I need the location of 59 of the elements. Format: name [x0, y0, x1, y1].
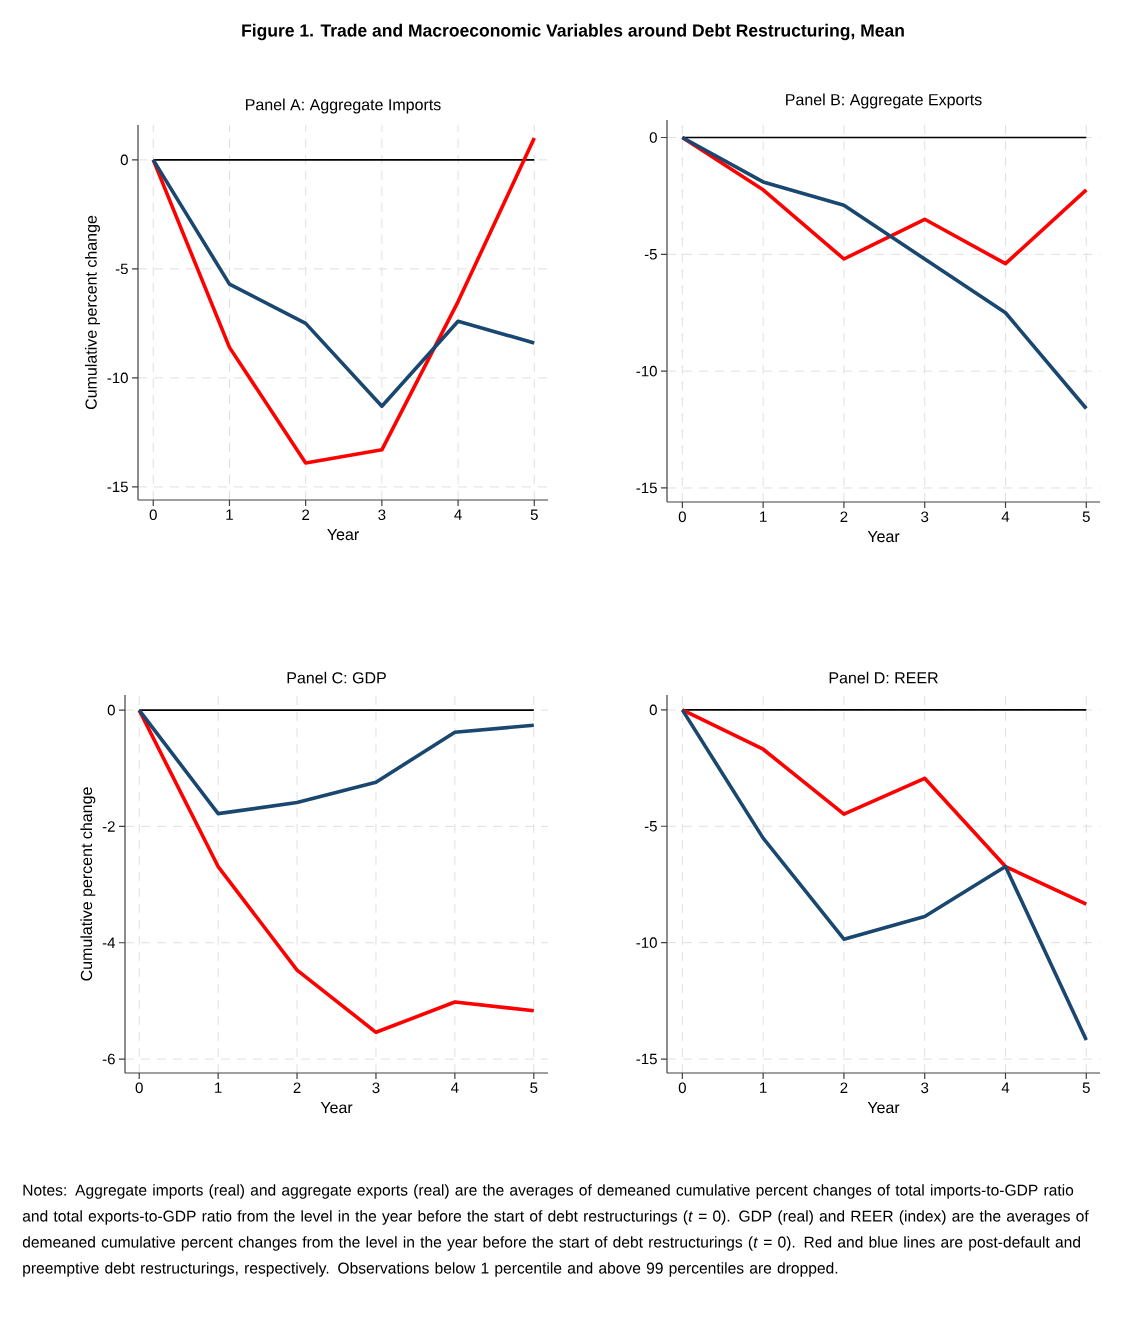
x-tick-label: 5	[1082, 1082, 1090, 1093]
x-tick-label: 1	[226, 509, 233, 520]
x-axis-title: Year	[867, 1101, 900, 1114]
x-tick-label: 0	[135, 1082, 143, 1094]
y-axis-title: Cumulative percent change	[85, 215, 100, 410]
caption: Figure 1. Trade and Macroeconomic Variables around Debt Restructuring, Mean	[242, 23, 904, 41]
x-tick-label: 4	[454, 509, 462, 520]
chart-title: Panel A: Aggregate Imports	[246, 98, 441, 114]
y-tick-label: -2	[102, 821, 115, 832]
x-tick-label: 2	[840, 511, 848, 522]
x-tick-label: 5	[530, 1082, 538, 1093]
x-tick-label: 4	[451, 1082, 459, 1093]
x-tick-label: 5	[530, 509, 538, 520]
line-series	[151, 158, 537, 409]
x-tick-label: 2	[840, 1082, 848, 1093]
text: Notes: Aggregate imports (real) and aggregate exports (real) are the averages of demeaned cumulative percent changes of total imports-to-GDP ratio and total exports-to-GDP ratio from the level in the year before the start of debt restructurings (t = 0). GDP (real) and REER (index) are the averages of demeaned cumulative percent changes from the level in the year before the start of debt restructurings (t = 0). Red and blue lines are post-default and preemptive debt restructurings, respectively. Observations below 1 percentile and above 99 percentiles are dropped.	[22, 1184, 1089, 1277]
x-tick-label: 3	[921, 511, 929, 523]
line-series	[137, 708, 536, 816]
x-tick-label: 4	[1001, 1082, 1010, 1093]
line-series	[151, 136, 537, 465]
y-tick-label: -10	[107, 372, 128, 384]
x-tick-label: 0	[149, 509, 157, 521]
chart-title: Panel B: Aggregate Exports	[786, 93, 982, 109]
y-tick-label: 0	[649, 132, 657, 143]
y-tick-label: -10	[636, 365, 657, 377]
x-tick-label: 0	[678, 1082, 686, 1094]
x-tick-label: 5	[1082, 511, 1090, 522]
line-series	[680, 708, 1089, 1042]
chart-title: Panel D: REER	[829, 671, 938, 684]
x-tick-label: 1	[760, 1082, 767, 1093]
y-tick-label: -15	[636, 1053, 657, 1065]
x-tick-label: 1	[760, 511, 767, 522]
x-tick-label: 1	[215, 1082, 222, 1093]
line-series	[680, 135, 1089, 411]
y-tick-label: -5	[644, 821, 657, 832]
x-tick-label: 3	[372, 1082, 380, 1094]
x-tick-label: 3	[378, 509, 386, 521]
y-tick-label: -5	[115, 263, 128, 275]
line-series	[137, 708, 536, 1035]
x-axis-title: Year	[867, 530, 900, 543]
x-tick-label: 0	[678, 511, 686, 523]
x-tick-label: 2	[293, 1082, 301, 1093]
x-tick-label: 4	[1001, 511, 1010, 522]
x-tick-label: 2	[302, 509, 310, 520]
y-tick-label: -4	[102, 937, 116, 948]
x-axis-title: Year	[327, 528, 359, 541]
y-axis-title: Cumulative percent change	[80, 787, 96, 981]
y-tick-label: -15	[636, 482, 657, 494]
y-tick-label: 0	[120, 154, 128, 166]
y-tick-label: -6	[102, 1053, 115, 1065]
y-tick-label: -5	[644, 249, 657, 260]
y-tick-label: 0	[649, 704, 657, 716]
chart-title: Panel C: GDP	[287, 671, 386, 684]
y-tick-label: -15	[107, 481, 128, 493]
line-series	[680, 708, 1089, 906]
y-tick-label: 0	[107, 704, 115, 716]
x-axis-title: Year	[320, 1101, 353, 1114]
x-tick-label: 3	[921, 1082, 929, 1094]
y-tick-label: -10	[636, 937, 657, 948]
